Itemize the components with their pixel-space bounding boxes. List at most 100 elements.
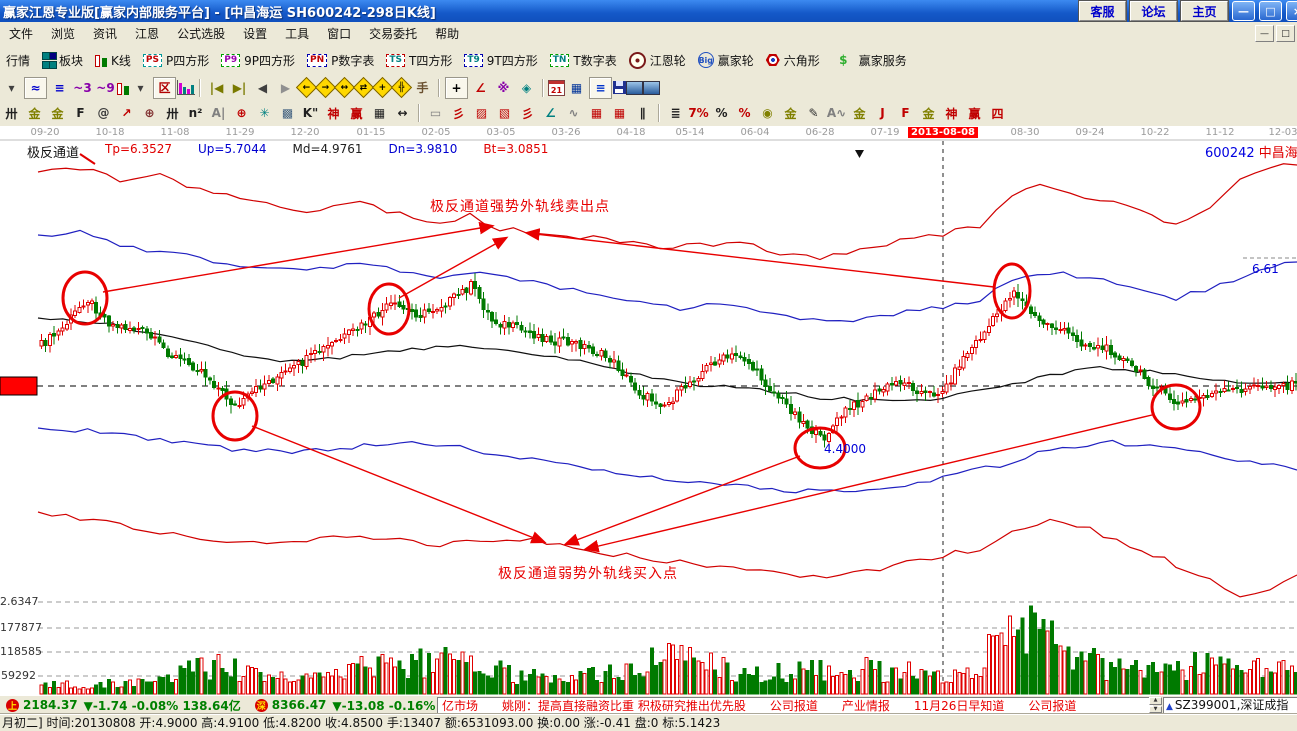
drag-hand-icon[interactable]: 手	[416, 81, 429, 95]
calculator-icon[interactable]: ▦	[570, 80, 583, 95]
shenzhen-index-value[interactable]: 8366.47	[271, 698, 327, 712]
list-dropdown-icon[interactable]: ▾	[8, 80, 15, 95]
p9-square-button[interactable]: P9 9P四方形	[215, 50, 301, 71]
pct-icon[interactable]: %	[715, 106, 728, 120]
fan-lines-icon[interactable]: 彡	[452, 106, 465, 121]
red-grid3-icon[interactable]: ▦	[590, 106, 603, 120]
pct7-icon[interactable]: 7%	[688, 106, 709, 120]
restore-button[interactable]: □	[1259, 1, 1282, 21]
red-grid2-icon[interactable]: ▧	[498, 106, 511, 120]
candlestick-icon[interactable]	[117, 81, 129, 95]
kline-chart[interactable]: 极反通道 Tp=6.3527 Up=5.7044 Md=4.9761 Dn=3.981…	[0, 126, 1297, 695]
shrink-all-icon[interactable]: ╬	[390, 76, 413, 99]
menu-item-5[interactable]: 设置	[243, 27, 268, 41]
rocket-icon[interactable]: ↗	[121, 106, 132, 120]
menu-item-6[interactable]: 工具	[285, 27, 310, 41]
clipboard-icon[interactable]: ≡	[54, 80, 65, 95]
menu-item-8[interactable]: 交易委托	[369, 27, 418, 41]
p-number-button[interactable]: PN P数字表	[301, 50, 380, 71]
save-icon[interactable]	[613, 81, 626, 94]
pct-lines-icon[interactable]: %	[738, 106, 751, 120]
a-wave-icon[interactable]: A∿	[826, 106, 847, 120]
f-grid-icon[interactable]: F	[76, 106, 85, 120]
next-bar-icon[interactable]: ▶	[280, 80, 291, 95]
winner-wheel-button[interactable]: Big 赢家轮	[692, 50, 760, 71]
gold-angle2-icon[interactable]: 金	[922, 106, 935, 121]
dot-grid-icon[interactable]: ▩	[281, 106, 294, 120]
flag-icon[interactable]: A|	[211, 106, 226, 120]
angle-lines-icon[interactable]: ∠	[545, 106, 556, 120]
k-quote-icon[interactable]: K"	[302, 106, 319, 120]
f-angle-icon[interactable]: F	[901, 106, 910, 120]
mdi-minimize-button[interactable]: —	[1255, 25, 1274, 42]
close-button[interactable]: ×	[1286, 1, 1297, 21]
circle-grid-icon[interactable]: ⊕	[144, 106, 155, 120]
shen-grid-icon[interactable]: 神	[327, 106, 340, 121]
gold-lines-icon[interactable]: 金	[784, 106, 797, 121]
v-wave-icon[interactable]: ∿	[568, 106, 579, 120]
chart-canvas[interactable]	[0, 126, 1297, 695]
menu-item-7[interactable]: 窗口	[327, 27, 352, 41]
kline-button[interactable]: K线	[89, 50, 137, 71]
dash-box-icon[interactable]: ▭	[429, 106, 442, 120]
width-arrows-icon[interactable]: ↔	[397, 106, 408, 120]
customer-service-button[interactable]: 客服	[1079, 1, 1126, 21]
hexagon-button[interactable]: 六角形	[760, 50, 826, 71]
spinner-up-button[interactable]: ▲	[1149, 697, 1162, 705]
fan-small-icon[interactable]: 彡	[521, 106, 534, 121]
calendar-icon[interactable]: 21	[548, 79, 565, 96]
menu-item-2[interactable]: 资讯	[93, 27, 118, 41]
last-bar-icon[interactable]: ▶|	[232, 80, 247, 95]
t-square-button[interactable]: TS T四方形	[380, 50, 458, 71]
p-square-button[interactable]: PS P四方形	[137, 50, 215, 71]
n2-icon[interactable]: n²	[188, 106, 203, 120]
minimize-button[interactable]: —	[1232, 1, 1255, 21]
menu-item-0[interactable]: 文件	[9, 27, 34, 41]
cloud-icon[interactable]: ◈	[521, 80, 532, 95]
zigzag-icon[interactable]: ≈	[24, 76, 47, 99]
parallel-icon[interactable]: ∥	[639, 106, 646, 120]
pencil-icon[interactable]: ✎	[808, 106, 819, 120]
ying-grid-icon[interactable]: 赢	[350, 106, 363, 121]
profile-icon[interactable]	[177, 80, 195, 95]
t-number-button[interactable]: TN T数字表	[544, 50, 623, 71]
pc-icon[interactable]	[643, 80, 660, 95]
index-ticker-panel[interactable]: ▲ SZ399001,深证成指	[1163, 697, 1297, 714]
j-angle-icon[interactable]: J	[880, 106, 885, 120]
red-grid1-icon[interactable]: ▨	[475, 106, 488, 120]
menu-item-3[interactable]: 江恩	[135, 27, 160, 41]
grid2-icon[interactable]: 卅	[166, 106, 179, 121]
notes-icon[interactable]: ≡	[589, 76, 612, 99]
red-grid4-icon[interactable]: ▦	[613, 106, 626, 120]
cycle9-icon[interactable]: ~9	[96, 80, 115, 95]
gold-grid2-icon[interactable]: 金	[51, 106, 64, 121]
homepage-button[interactable]: 主页	[1181, 1, 1228, 21]
cycle3-icon[interactable]: ~3	[73, 80, 92, 95]
gold-angle1-icon[interactable]: 金	[853, 106, 866, 121]
pattern-icon[interactable]: 区	[153, 76, 176, 99]
first-bar-icon[interactable]: |◀	[209, 80, 224, 95]
si-angle-icon[interactable]: 四	[991, 106, 1004, 121]
news-ticker[interactable]: 亿市场 姚刚：提高直接融资比重 积极研究推出优先股 公司报道 产业情报 11月2…	[437, 697, 1153, 714]
grid-tool-icon[interactable]: 卅	[5, 106, 18, 121]
spinner-down-button[interactable]: ▼	[1149, 705, 1162, 713]
gold-circle-icon[interactable]: ◉	[762, 106, 773, 120]
gann-magic-icon[interactable]: ※	[497, 80, 510, 95]
winner-service-button[interactable]: $ 赢家服务	[826, 48, 913, 72]
starburst-icon[interactable]: ✳	[259, 106, 270, 120]
menu-item-1[interactable]: 浏览	[51, 27, 76, 41]
ying-angle-icon[interactable]: 赢	[968, 106, 981, 121]
crosshair-icon[interactable]: +	[445, 76, 468, 99]
menu-item-9[interactable]: 帮助	[435, 27, 460, 41]
gold-grid1-icon[interactable]: 金	[28, 106, 41, 121]
angle-measure-icon[interactable]: ∠	[475, 80, 486, 95]
gann-wheel-button[interactable]: 江恩轮	[623, 50, 692, 71]
spiral-icon[interactable]: @	[97, 106, 110, 120]
blocks-button[interactable]: 板块	[36, 50, 89, 71]
levels-icon[interactable]: ≣	[670, 106, 681, 120]
t9-square-button[interactable]: T9 9T四方形	[458, 50, 543, 71]
prev-bar-icon[interactable]: ◀	[257, 80, 268, 95]
shanghai-index-value[interactable]: 2184.37	[23, 698, 78, 712]
menu-item-4[interactable]: 公式选股	[177, 27, 226, 41]
capture-icon[interactable]	[626, 80, 643, 95]
